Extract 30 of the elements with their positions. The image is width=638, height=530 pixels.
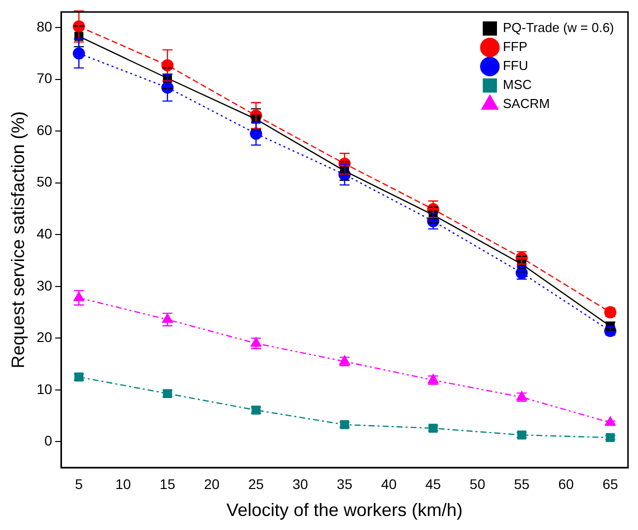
y-tick-label: 30 bbox=[36, 277, 52, 294]
legend-label: PQ-Trade (w = 0.6) bbox=[502, 20, 614, 36]
x-tick-label: 10 bbox=[115, 476, 132, 492]
y-tick-label: 0 bbox=[44, 432, 52, 449]
y-tick-label: 70 bbox=[36, 70, 52, 86]
y-tick-label: 80 bbox=[36, 18, 52, 34]
x-tick-label: 45 bbox=[425, 476, 442, 492]
y-axis-title: Request service satisfaction (%) bbox=[8, 111, 28, 368]
x-tick-label: 25 bbox=[248, 476, 264, 492]
x-tick-label: 30 bbox=[292, 476, 308, 492]
y-tick-label: 10 bbox=[36, 380, 52, 397]
x-axis-title: Velocity of the workers (km/h) bbox=[226, 500, 463, 520]
legend-label: FFP bbox=[502, 39, 528, 54]
x-tick-label: 20 bbox=[204, 476, 220, 492]
x-tick-label: 40 bbox=[381, 476, 397, 492]
x-tick-label: 55 bbox=[514, 476, 530, 492]
legend-label: SACRM bbox=[502, 96, 550, 112]
x-tick-label: 5 bbox=[74, 476, 83, 492]
legend-label: FFU bbox=[502, 58, 528, 74]
y-tick-label: 40 bbox=[36, 225, 52, 242]
x-tick-label: 50 bbox=[470, 476, 486, 492]
x-tick-label: 65 bbox=[602, 476, 618, 492]
x-tick-label: 35 bbox=[336, 476, 353, 492]
point bbox=[72, 47, 85, 60]
y-tick-label: 20 bbox=[36, 329, 52, 346]
y-tick-label: 50 bbox=[36, 174, 52, 190]
x-tick-label: 60 bbox=[558, 476, 574, 492]
y-tick-label: 60 bbox=[36, 122, 52, 138]
legend-label: MSC bbox=[502, 77, 532, 92]
x-tick-label: 15 bbox=[160, 476, 176, 492]
